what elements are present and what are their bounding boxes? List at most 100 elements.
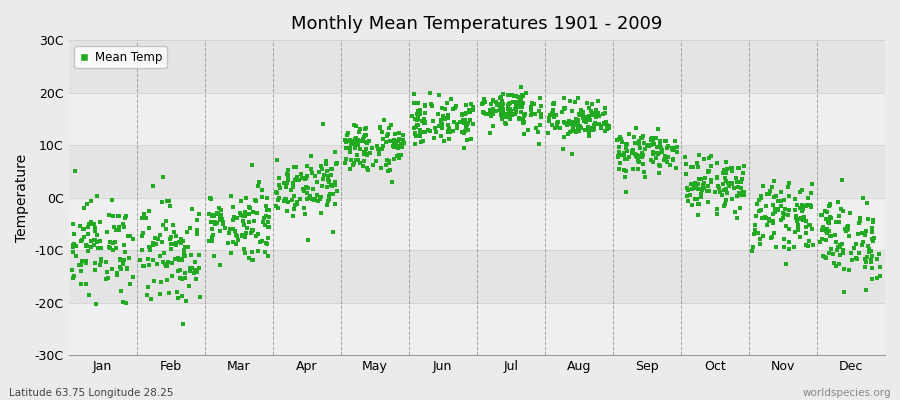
Point (822, 249, 836, 256)
Point (628, 152, 643, 159)
Point (508, 92, 522, 99)
Point (324, 171, 338, 178)
Point (777, 236, 791, 242)
Point (640, 142, 654, 148)
Point (236, 218, 250, 225)
Point (659, 155, 673, 161)
Point (374, 165, 389, 172)
Point (712, 185, 726, 191)
Point (319, 161, 333, 168)
Point (279, 184, 293, 190)
Point (192, 252, 206, 258)
Point (499, 114, 513, 120)
Point (290, 174, 304, 180)
Point (855, 230, 869, 236)
Point (141, 256, 156, 263)
Point (140, 291, 154, 298)
Point (644, 136, 658, 143)
Point (75, 238, 89, 244)
Point (459, 124, 473, 130)
Point (835, 177, 850, 183)
Point (860, 253, 874, 260)
Point (418, 110, 432, 116)
Point (408, 131, 422, 137)
Point (435, 125, 449, 132)
Point (288, 202, 302, 208)
Point (88, 225, 103, 232)
Point (613, 134, 627, 140)
Point (385, 179, 400, 185)
Point (80, 201, 94, 208)
Point (72, 262, 86, 268)
Point (799, 203, 814, 209)
Point (690, 200, 705, 207)
Point (74, 281, 88, 287)
Point (680, 185, 695, 191)
Point (142, 247, 157, 253)
Point (392, 130, 407, 136)
Point (534, 111, 548, 117)
Point (382, 138, 397, 144)
Point (694, 194, 708, 200)
Point (503, 113, 517, 119)
Point (658, 153, 672, 159)
Point (511, 103, 526, 110)
Point (112, 226, 126, 233)
Point (286, 179, 301, 186)
Point (202, 238, 216, 244)
Point (315, 176, 329, 182)
Point (716, 187, 731, 193)
Point (718, 159, 733, 165)
Point (587, 109, 601, 116)
Point (829, 263, 843, 269)
Point (806, 242, 820, 248)
Point (142, 261, 157, 268)
Point (620, 148, 634, 155)
Point (833, 244, 848, 250)
Point (859, 228, 873, 234)
Point (281, 199, 295, 206)
Point (454, 111, 469, 118)
Point (584, 108, 598, 114)
Point (645, 151, 660, 157)
Point (428, 128, 443, 135)
Point (841, 226, 855, 232)
Point (860, 243, 875, 250)
Point (702, 168, 716, 174)
Point (505, 92, 519, 98)
Point (258, 212, 273, 219)
Point (576, 112, 590, 118)
Point (632, 137, 646, 144)
Point (105, 247, 120, 254)
Point (194, 294, 208, 300)
Point (549, 112, 563, 118)
Point (482, 111, 496, 117)
Point (428, 135, 442, 141)
Point (204, 238, 219, 244)
Point (652, 162, 667, 169)
Point (661, 143, 675, 149)
Point (765, 219, 779, 226)
Point (688, 196, 702, 202)
Point (257, 249, 272, 256)
Point (141, 244, 156, 251)
Point (479, 111, 493, 117)
Point (511, 116, 526, 122)
Point (276, 180, 291, 186)
Point (716, 180, 730, 187)
Point (396, 132, 410, 138)
Point (724, 164, 739, 171)
Point (117, 257, 131, 264)
Point (394, 152, 409, 158)
Point (374, 129, 389, 136)
Point (685, 186, 699, 192)
Point (457, 118, 472, 125)
Point (285, 196, 300, 203)
Point (462, 109, 476, 116)
Point (508, 109, 523, 116)
Point (176, 251, 191, 258)
Point (338, 156, 353, 162)
Point (556, 119, 571, 125)
Point (679, 171, 693, 177)
Point (119, 212, 133, 219)
